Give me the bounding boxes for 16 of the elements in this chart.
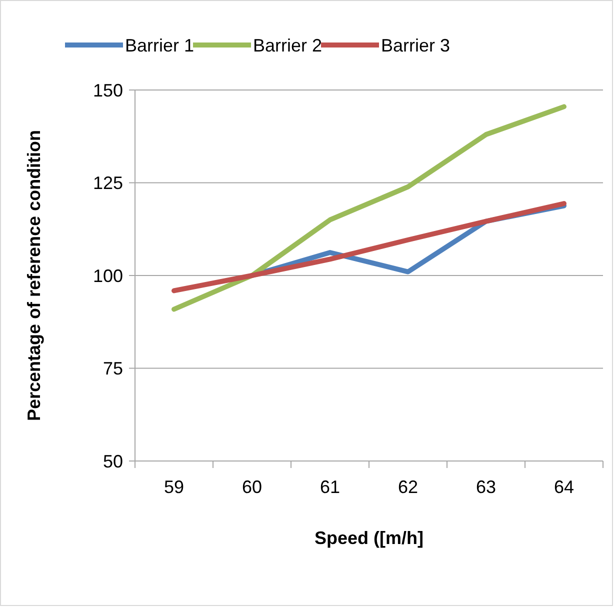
y-tick-label: 150 xyxy=(92,80,123,100)
x-tick-label: 62 xyxy=(398,477,418,497)
y-tick-label: 75 xyxy=(102,358,123,379)
x-tick-label: 63 xyxy=(476,477,496,497)
y-tick-label: 125 xyxy=(92,173,123,194)
x-tick-label: 61 xyxy=(320,477,340,497)
legend-label: Barrier 1 xyxy=(125,35,194,56)
y-axis-title: Percentage of reference condition xyxy=(24,130,44,422)
y-tick-label: 50 xyxy=(102,451,123,472)
legend-label: Barrier 2 xyxy=(253,35,322,56)
x-tick-label: 64 xyxy=(554,477,574,497)
x-tick-label: 59 xyxy=(164,477,184,497)
y-tick-label: 100 xyxy=(92,266,123,286)
legend-label: Barrier 3 xyxy=(381,35,450,56)
x-tick-label: 60 xyxy=(242,477,262,497)
x-axis-title: Speed ([m/h] xyxy=(314,528,424,548)
